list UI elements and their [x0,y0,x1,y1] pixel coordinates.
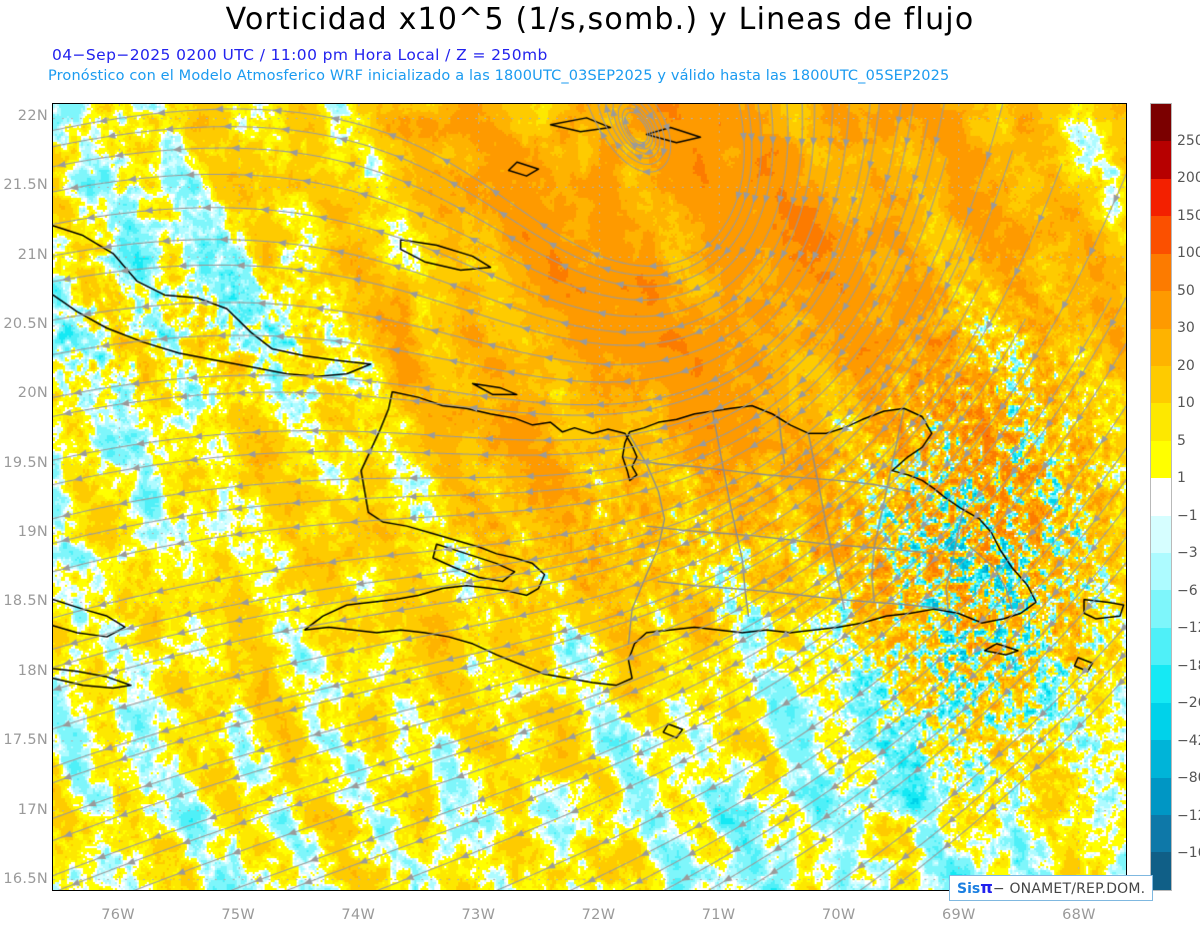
colorbar-tick-label: −120 [1177,807,1200,824]
colorbar-band [1151,178,1171,217]
y-axis-tick-label: 19N [17,524,48,541]
x-axis-tick-label: 74W [341,907,376,923]
sis-logo-text: Sis [957,881,981,897]
pi-icon: π [980,878,993,897]
colorbar-band [1151,515,1171,554]
colorbar-tick-label: 30 [1177,320,1195,337]
colorbar-tick-label: 150 [1177,207,1200,224]
x-axis-tick-label: 76W [101,907,135,923]
colorbar-tick-label: 20 [1177,357,1195,374]
x-axis-tick-label: 75W [221,907,256,923]
colorbar-band [1151,440,1171,479]
x-axis-tick-label: 73W [461,907,496,923]
map-plot-area[interactable] [52,103,1127,891]
y-axis-tick-label: 21N [17,246,48,263]
colorbar-band [1151,852,1171,890]
colorbar-tick-label: 250 [1177,132,1200,149]
colorbar-tick-label: −6 [1177,582,1198,599]
colorbar-tick-label: 50 [1177,282,1195,299]
colorbar[interactable] [1150,103,1172,891]
colorbar-tick-label: −18 [1177,657,1200,674]
colorbar-tick-label: −26 [1177,695,1200,712]
colorbar-band [1151,815,1171,853]
page-title: Vorticidad x10^5 (1/s,somb.) y Lineas de… [225,2,975,37]
x-axis-tick-label: 69W [941,907,976,923]
colorbar-tick-label: 1 [1177,470,1186,487]
colorbar-band [1151,777,1171,816]
colorbar-band [1151,328,1171,366]
colorbar-band [1151,216,1171,254]
colorbar-band [1151,403,1171,441]
colorbar-band [1151,478,1171,516]
y-axis-tick-label: 17N [17,801,48,818]
y-axis-tick-label: 20N [17,385,48,402]
y-axis-tick-label: 17.5N [3,732,48,749]
colorbar-band [1151,553,1171,591]
colorbar-band [1151,141,1171,179]
agency-label: − ONAMET/REP.DOM. [992,881,1146,897]
colorbar-band [1151,702,1171,741]
colorbar-tick-label: 200 [1177,170,1200,187]
x-axis-tick-label: 72W [581,907,616,923]
y-axis-tick-label: 22N [17,107,48,124]
colorbar-tick-label: −42 [1177,732,1200,749]
attribution-badge: Sisπ− ONAMET/REP.DOM. [949,875,1154,901]
y-axis-tick-label: 16.5N [3,870,48,887]
colorbar-band [1151,104,1171,142]
colorbar-band [1151,665,1171,703]
x-axis-tick-label: 68W [1062,907,1096,923]
colorbar-band [1151,365,1171,404]
colorbar-band [1151,740,1171,778]
colorbar-tick-label: 5 [1177,432,1186,449]
colorbar-tick-label: −3 [1177,545,1198,562]
y-axis-tick-label: 18.5N [3,593,48,610]
colorbar-band [1151,590,1171,628]
colorbar-tick-label: −80 [1177,770,1200,787]
x-axis-tick-label: 71W [701,907,736,923]
y-axis-tick-label: 21.5N [3,177,48,194]
x-axis-tick-label: 70W [821,907,856,923]
streamline-layer [53,104,1126,890]
colorbar-tick-label: 10 [1177,395,1195,412]
chart-title-block: Vorticidad x10^5 (1/s,somb.) y Lineas de… [0,0,1200,95]
y-axis-tick-label: 20.5N [3,315,48,332]
colorbar-band [1151,291,1171,329]
chart-subtitle: 04−Sep−2025 0200 UTC / 11:00 pm Hora Loc… [52,46,548,64]
colorbar-band [1151,253,1171,292]
chart-annotation: Pronóstico con el Modelo Atmosferico WRF… [48,68,950,84]
colorbar-tick-label: 100 [1177,245,1200,262]
colorbar-tick-label: −160 [1177,845,1200,862]
colorbar-tick-label: −12 [1177,620,1200,637]
colorbar-band [1151,627,1171,666]
colorbar-tick-label: −1 [1177,507,1198,524]
y-axis-tick-label: 19.5N [3,454,48,471]
y-axis-tick-label: 18N [17,662,48,679]
